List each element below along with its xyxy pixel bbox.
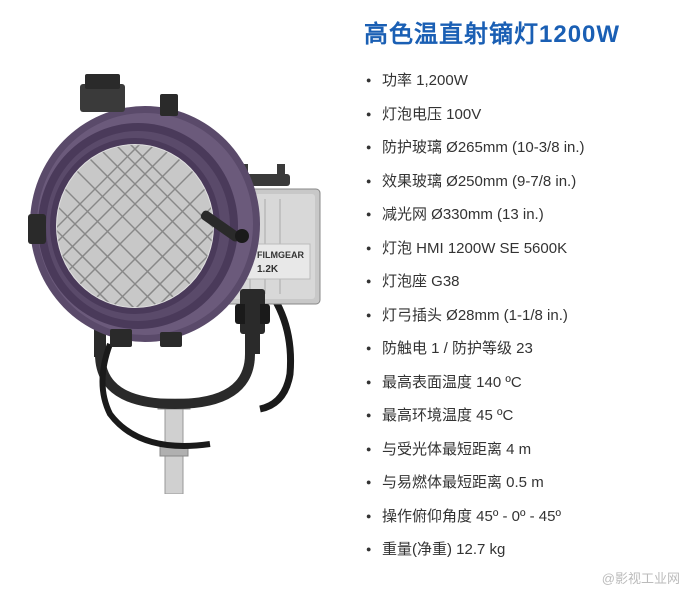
brand-sublabel: 1.2K	[257, 264, 279, 275]
product-info: 高色温直射镝灯1200W 功率 1,200W 灯泡电压 100V 防护玻璃 Ø265…	[350, 14, 680, 572]
watermark: @影视工业网	[602, 568, 680, 587]
product-image: FILMGEAR 1.2K	[10, 14, 350, 494]
spec-item: 减光网 Ø330mm (13 in.)	[364, 203, 680, 227]
spec-item: 功率 1,200W	[364, 69, 680, 93]
spec-item: 灯泡座 G38	[364, 270, 680, 294]
light-fixture-svg: FILMGEAR 1.2K	[10, 14, 350, 494]
spec-item: 与易燃体最短距离 0.5 m	[364, 471, 680, 495]
spec-list: 功率 1,200W 灯泡电压 100V 防护玻璃 Ø265mm (10-3/8 in…	[364, 69, 680, 562]
spec-item: 重量(净重) 12.7 kg	[364, 538, 680, 562]
product-title: 高色温直射镝灯1200W	[364, 14, 680, 49]
spec-item: 操作俯仰角度 45º - 0º - 45º	[364, 505, 680, 529]
spec-item: 最高环境温度 45 ºC	[364, 404, 680, 428]
spec-item: 与受光体最短距离 4 m	[364, 438, 680, 462]
brand-label: FILMGEAR	[257, 250, 304, 260]
spec-item: 效果玻璃 Ø250mm (9-7/8 in.)	[364, 170, 680, 194]
spec-item: 防触电 1 / 防护等级 23	[364, 337, 680, 361]
spec-item: 灯弓插头 Ø28mm (1-1/8 in.)	[364, 304, 680, 328]
spec-item: 灯泡电压 100V	[364, 103, 680, 127]
spec-item: 最高表面温度 140 ºC	[364, 371, 680, 395]
spec-item: 防护玻璃 Ø265mm (10-3/8 in.)	[364, 136, 680, 160]
spec-item: 灯泡 HMI 1200W SE 5600K	[364, 237, 680, 261]
